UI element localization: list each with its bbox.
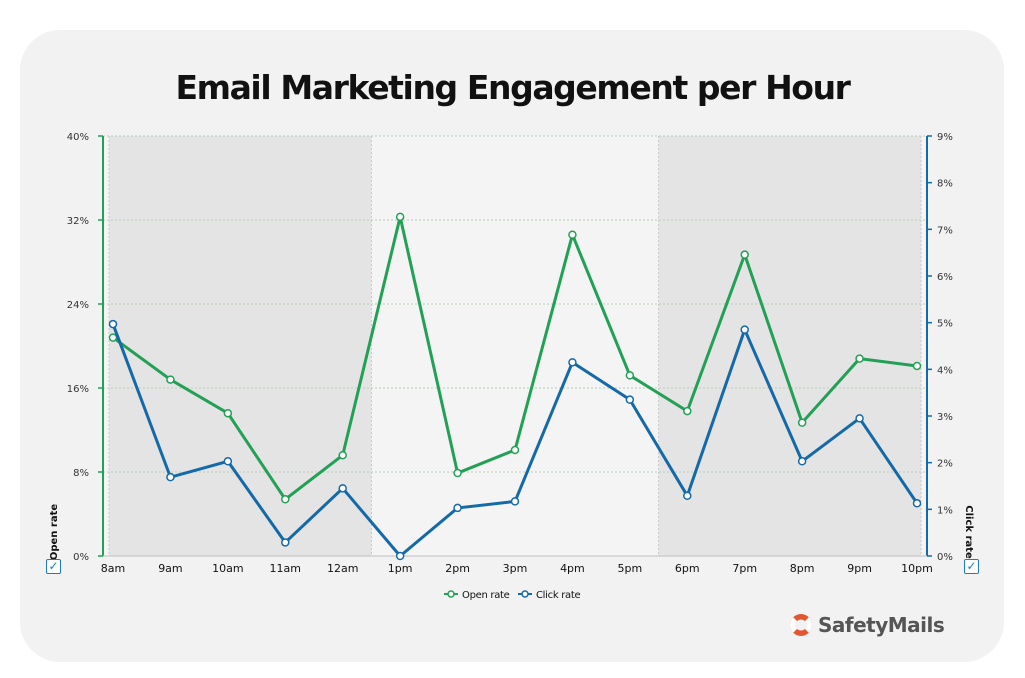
series-0-point <box>740 250 749 259</box>
series-0-point <box>281 495 290 504</box>
x-tick-label: 10am <box>212 562 243 575</box>
series-1-point <box>223 457 233 466</box>
left-tick-label: 32% <box>67 216 89 227</box>
series-0-point <box>338 450 347 460</box>
brand-logo: SafetyMails <box>788 611 945 639</box>
series-0-point <box>453 468 462 478</box>
right-tick-label: 3% <box>937 412 953 423</box>
chart-title: Email Marketing Engagement per Hour <box>175 68 851 107</box>
series-0-point <box>912 361 922 371</box>
left-axis-title: Open rate <box>49 504 60 561</box>
shaded-bands <box>103 136 927 556</box>
right-tick-label: 9% <box>937 132 953 143</box>
left-tick-label: 0% <box>73 552 89 563</box>
series-0-point <box>797 418 807 427</box>
right-tick-label: 8% <box>937 179 953 190</box>
series-1-point <box>568 358 577 367</box>
series-0-point <box>568 230 577 239</box>
x-tick-label: 11am <box>270 562 301 575</box>
left-tick-label: 40% <box>67 132 89 143</box>
right-tick-label: 0% <box>937 552 953 563</box>
x-tick-label: 7pm <box>732 562 757 575</box>
series-1-point <box>855 414 864 423</box>
brand-name: SafetyMails <box>818 613 945 637</box>
series-0-point <box>395 212 405 222</box>
x-tick-label: 12am <box>327 562 358 575</box>
x-tick-label: 9pm <box>847 562 872 575</box>
series-1-point <box>683 491 692 501</box>
x-tick-label: 8am <box>101 562 125 575</box>
x-tick-label: 4pm <box>560 562 585 575</box>
legend-label: Click rate <box>536 590 580 601</box>
series-1-point <box>166 472 175 482</box>
series-1-point <box>338 484 347 493</box>
series-0-point <box>510 445 520 455</box>
series-1-point <box>797 457 807 466</box>
x-tick-label: 1pm <box>388 562 413 575</box>
open-rate-axis-checkbox[interactable]: ✓ <box>46 559 61 574</box>
click-rate-axis-checkbox[interactable]: ✓ <box>964 559 979 574</box>
right-axis-title: Click rate <box>963 505 974 559</box>
x-tick-label: 10pm <box>901 562 933 575</box>
shaded-band-1 <box>658 136 921 556</box>
series-0-point <box>625 371 635 380</box>
series-1-point <box>625 395 635 404</box>
series-0-point <box>166 375 175 384</box>
series-1-point <box>740 325 749 334</box>
shaded-band-0 <box>109 136 372 556</box>
x-tick-label: 8pm <box>790 562 815 575</box>
x-tick-label: 6pm <box>675 562 700 575</box>
series-0-point <box>223 408 233 418</box>
right-tick-label: 7% <box>937 225 953 236</box>
legend-swatch-marker <box>521 590 529 598</box>
series-1-point <box>395 551 405 561</box>
legend-label: Open rate <box>462 590 510 601</box>
x-tick-label: 2pm <box>445 562 470 575</box>
series-1-point <box>510 497 520 506</box>
axes: 0% 8% 16% 24% 32% 40% 0% 1% 2% 3% 4% 5% 6% 7% 8% 9% 8am 9… <box>49 132 974 575</box>
right-tick-label: 6% <box>937 272 953 283</box>
right-tick-label: 2% <box>937 459 953 470</box>
series-1-point <box>453 503 462 513</box>
left-tick-label: 8% <box>73 468 89 479</box>
series-1-point <box>281 538 290 547</box>
legend-swatch-marker <box>447 590 455 598</box>
x-tick-label: 9am <box>158 562 182 575</box>
right-tick-label: 1% <box>937 505 953 516</box>
series-lines <box>108 212 922 561</box>
legend[interactable]: Open rate Click rate <box>444 590 581 601</box>
left-tick-label: 16% <box>67 384 89 395</box>
right-tick-label: 4% <box>937 365 953 376</box>
series-0-point <box>683 406 692 416</box>
lifebuoy-icon <box>790 614 812 636</box>
series-1-point <box>108 319 118 329</box>
x-tick-label: 5pm <box>618 562 643 575</box>
x-tick-label: 3pm <box>503 562 528 575</box>
series-0-point <box>855 354 864 363</box>
series-1-point <box>912 499 922 508</box>
series-0-point <box>108 333 118 342</box>
right-tick-label: 5% <box>937 319 953 330</box>
left-tick-label: 24% <box>67 300 89 311</box>
